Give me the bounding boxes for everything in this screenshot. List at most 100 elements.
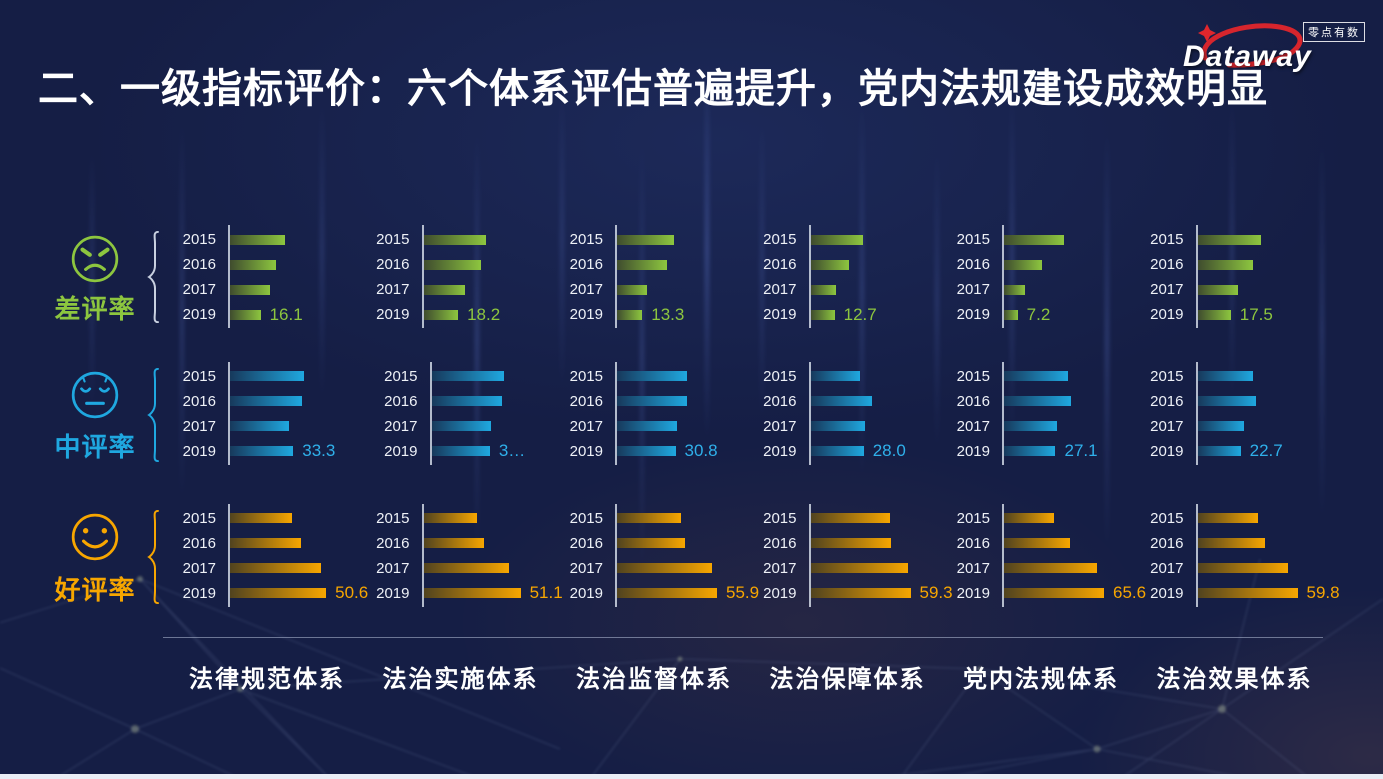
bar (230, 588, 327, 598)
bar (1197, 284, 1239, 295)
bar-row: 2016 (535, 389, 735, 414)
year-label: 2019 (384, 442, 418, 460)
year-label: 2016 (376, 256, 410, 273)
year-label: 2017 (569, 281, 603, 298)
year-label: 2017 (956, 281, 990, 298)
bar (617, 396, 688, 406)
bar (1004, 371, 1068, 381)
bar (810, 538, 892, 548)
light-streak-decoration (1105, 130, 1109, 550)
value-label: 18.2 (467, 304, 501, 324)
bar-row: 2015 (729, 364, 929, 389)
bar (431, 396, 503, 406)
year-label: 2017 (384, 417, 418, 435)
axis-line (1002, 225, 1004, 328)
bar (230, 234, 286, 245)
light-streak-decoration (1320, 140, 1324, 520)
bar-row: 2015 (148, 506, 348, 531)
year-label: 2015 (182, 231, 216, 248)
bar (1197, 234, 1262, 245)
year-label: 2019 (569, 442, 603, 460)
value-label: 13.3 (651, 304, 685, 324)
bar (617, 284, 648, 295)
year-label: 2015 (569, 509, 603, 527)
chart-mid-4: 2015 2016 2017 2019 27.1 (922, 361, 1122, 465)
bar (1004, 563, 1098, 573)
bar (1197, 446, 1241, 456)
chart-bad-0: 2015 2016 2017 2019 16.1 (148, 225, 348, 328)
axis-line (1195, 361, 1198, 465)
bar-row: 2016 (922, 252, 1122, 277)
axis-line (1002, 361, 1004, 465)
chart-good-2: 2015 2016 2017 2019 55.9 (535, 503, 759, 607)
logo-badge-text: 零点有数 (1303, 22, 1365, 42)
bar (423, 234, 486, 245)
bar-row: 2015 (342, 506, 542, 531)
bar (1004, 446, 1056, 456)
bar (810, 284, 836, 295)
bar-row: 2016 (1116, 252, 1316, 277)
chart-mid-1: 2015 2016 2017 2019 3… (350, 361, 550, 465)
value-label: 27.1 (1064, 441, 1098, 460)
chart-bad-1: 2015 2016 2017 2019 18.2 (342, 225, 542, 328)
year-label: 2017 (182, 417, 216, 435)
year-label: 2015 (376, 509, 410, 527)
chart-good-3: 2015 2016 2017 2019 59.3 (729, 503, 953, 607)
bar-row: 2016 (729, 252, 929, 277)
bar-row: 2019 13.3 (535, 302, 735, 327)
year-label: 2015 (763, 367, 797, 385)
bar-row: 2017 (342, 277, 542, 302)
bar (230, 538, 302, 548)
bar-row: 2016 (729, 531, 929, 556)
year-label: 2016 (182, 392, 216, 410)
axis-separator-line (163, 637, 1323, 638)
year-label: 2019 (1150, 442, 1184, 460)
light-streak-decoration (180, 120, 184, 500)
axis-line (421, 225, 424, 328)
bar-row: 2019 27.1 (922, 439, 1122, 464)
bar (617, 259, 668, 270)
bar-row: 2016 (342, 252, 542, 277)
bar-row: 2019 28.0 (729, 439, 929, 464)
axis-line (615, 503, 617, 607)
smile-face-icon (71, 513, 119, 561)
bar-row: 2017 (535, 277, 735, 302)
bar-row: 2015 (1116, 364, 1316, 389)
bottom-strip (0, 774, 1383, 779)
bar-row: 2016 (148, 531, 348, 556)
bar-row: 2017 (535, 556, 735, 581)
bar-row: 2016 (1116, 531, 1316, 556)
year-label: 2015 (956, 231, 990, 248)
bar-row: 2017 (729, 277, 929, 302)
light-streak-decoration (705, 60, 709, 440)
year-label: 2016 (569, 256, 603, 273)
chart-good-5: 2015 2016 2017 2019 59.8 (1116, 503, 1340, 607)
bar (1197, 371, 1254, 381)
bar-row: 2017 (342, 556, 542, 581)
bar (617, 588, 717, 598)
year-label: 2019 (956, 442, 990, 460)
year-label: 2016 (1150, 392, 1184, 410)
year-label: 2015 (956, 367, 990, 385)
value-label: 33.3 (302, 441, 336, 460)
year-label: 2016 (182, 256, 216, 273)
bar-row: 2019 12.7 (729, 302, 929, 327)
value-label: 16.1 (269, 304, 303, 324)
bar (617, 421, 678, 431)
bar-row: 2016 (535, 252, 735, 277)
bar-row: 2017 (148, 414, 348, 439)
year-label: 2016 (763, 256, 797, 273)
bar (423, 588, 521, 598)
axis-line (1195, 225, 1198, 328)
bar (1197, 538, 1266, 548)
axis-line (615, 225, 617, 328)
bar (230, 284, 270, 295)
bar-row: 2015 (535, 506, 735, 531)
chart-good-0: 2015 2016 2017 2019 50.6 (148, 503, 368, 607)
bar-row: 2015 (729, 506, 929, 531)
year-label: 2015 (569, 367, 603, 385)
bar-row: 2019 18.2 (342, 302, 542, 327)
bar-row: 2016 (342, 531, 542, 556)
bar (230, 446, 294, 456)
axis-line (228, 225, 230, 328)
